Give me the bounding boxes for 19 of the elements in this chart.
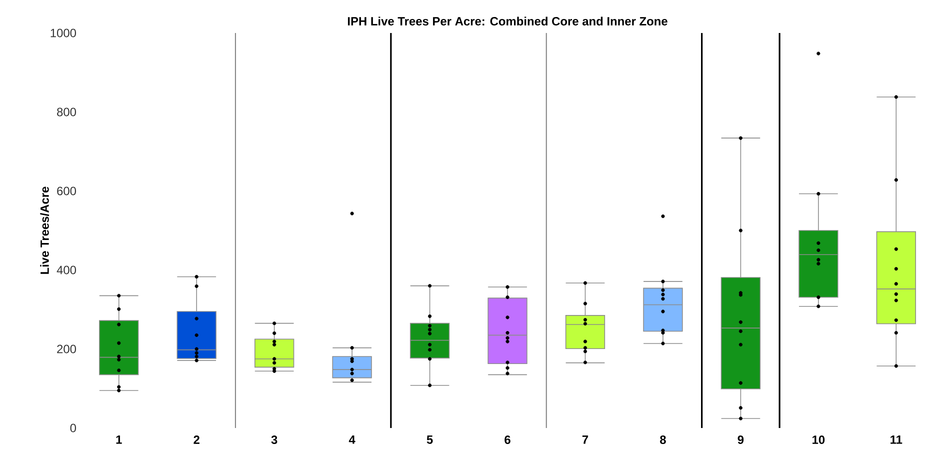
x-tick-label: 1	[116, 436, 122, 444]
x-tick-label: 7	[582, 436, 588, 444]
chart-title: IPH Live Trees Per Acre: Combined Core and Inner Zone	[348, 16, 668, 26]
x-tick-label: 4	[348, 436, 356, 444]
y-tick-label: 1000	[50, 28, 76, 38]
x-tick-label: 6	[504, 436, 510, 444]
x-tick-label: 11	[890, 436, 902, 444]
x-tick-label: 3	[271, 436, 278, 444]
y-tick-label: 600	[57, 186, 76, 196]
x-tick-label: 5	[426, 436, 433, 444]
x-tick-label: 10	[812, 436, 825, 444]
y-tick-label: 200	[57, 344, 76, 354]
y-tick-label: 800	[57, 108, 76, 116]
y-tick-label: 0	[70, 424, 76, 432]
y-tick-label: 400	[56, 266, 76, 274]
y-axis-title: Live Trees/Acre	[40, 186, 50, 274]
x-tick-label: 2	[194, 436, 200, 444]
x-tick-label: 8	[660, 436, 666, 444]
x-tick-label: 9	[738, 436, 744, 444]
